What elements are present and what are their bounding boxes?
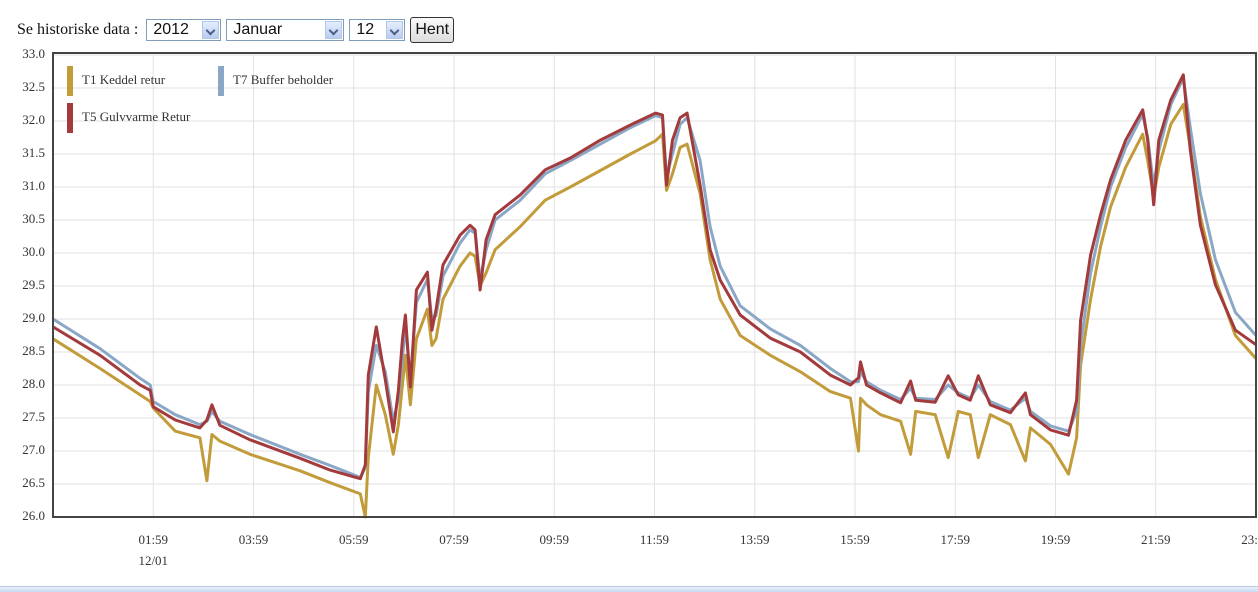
dropdown-arrow <box>386 21 404 39</box>
fetch-button[interactable]: Hent <box>410 17 455 43</box>
y-tick-label: 29.0 <box>22 310 45 325</box>
y-tick-label: 32.0 <box>22 112 45 127</box>
x-tick-label: 15:59 <box>840 532 870 547</box>
year-value: 2012 <box>153 21 189 38</box>
x-tick-label: 19:59 <box>1041 532 1071 547</box>
y-tick-label: 30.5 <box>22 211 45 226</box>
x-tick-label: 21:59 <box>1141 532 1171 547</box>
x-tick-label: 01:59 <box>138 532 168 547</box>
day-select[interactable]: 12 <box>349 19 406 41</box>
y-tick-label: 28.0 <box>22 376 45 391</box>
legend-label: T5 Gulvvarme Retur <box>82 109 191 124</box>
series-line <box>52 103 1258 519</box>
y-tick-label: 28.5 <box>22 343 45 358</box>
series-line <box>52 73 1257 481</box>
history-form: Se historiske data : 2012 Januar 12 Hent <box>17 17 455 43</box>
month-select[interactable]: Januar <box>226 19 345 41</box>
legend-swatch <box>67 66 73 96</box>
x-date-label: 12/01 <box>138 553 168 568</box>
y-tick-label: 29.5 <box>22 277 45 292</box>
y-tick-label: 26.0 <box>22 508 45 523</box>
y-tick-label: 33.0 <box>22 46 45 61</box>
y-tick-label: 30.0 <box>22 244 45 259</box>
legend-swatch <box>218 66 224 96</box>
legend-label: T7 Buffer beholder <box>233 72 334 87</box>
y-tick-label: 31.5 <box>22 145 45 160</box>
plot-frame <box>52 52 1257 518</box>
dropdown-arrow <box>202 21 220 39</box>
month-value: Januar <box>233 21 283 38</box>
legend-swatch <box>67 103 73 133</box>
x-tick-label: 05:59 <box>339 532 369 547</box>
x-tick-label: 09:59 <box>539 532 569 547</box>
x-tick-label: 23:59 <box>1241 532 1258 547</box>
x-tick-label: 17:59 <box>940 532 970 547</box>
year-select[interactable]: 2012 <box>146 19 222 41</box>
x-tick-label: 11:59 <box>640 532 669 547</box>
form-label: Se historiske data : <box>17 21 139 38</box>
x-tick-label: 03:59 <box>239 532 269 547</box>
day-value: 12 <box>356 21 375 38</box>
x-tick-label: 07:59 <box>439 532 469 547</box>
legend-label: T1 Keddel retur <box>82 72 166 87</box>
y-tick-label: 26.5 <box>22 475 45 490</box>
y-tick-label: 27.5 <box>22 409 45 424</box>
button-label: Hent <box>415 21 450 38</box>
y-tick-label: 31.0 <box>22 178 45 193</box>
y-tick-label: 32.5 <box>22 79 45 94</box>
y-tick-label: 27.0 <box>22 442 45 457</box>
dropdown-arrow <box>325 21 343 39</box>
x-tick-label: 13:59 <box>740 532 770 547</box>
scrollbar <box>0 586 1258 592</box>
